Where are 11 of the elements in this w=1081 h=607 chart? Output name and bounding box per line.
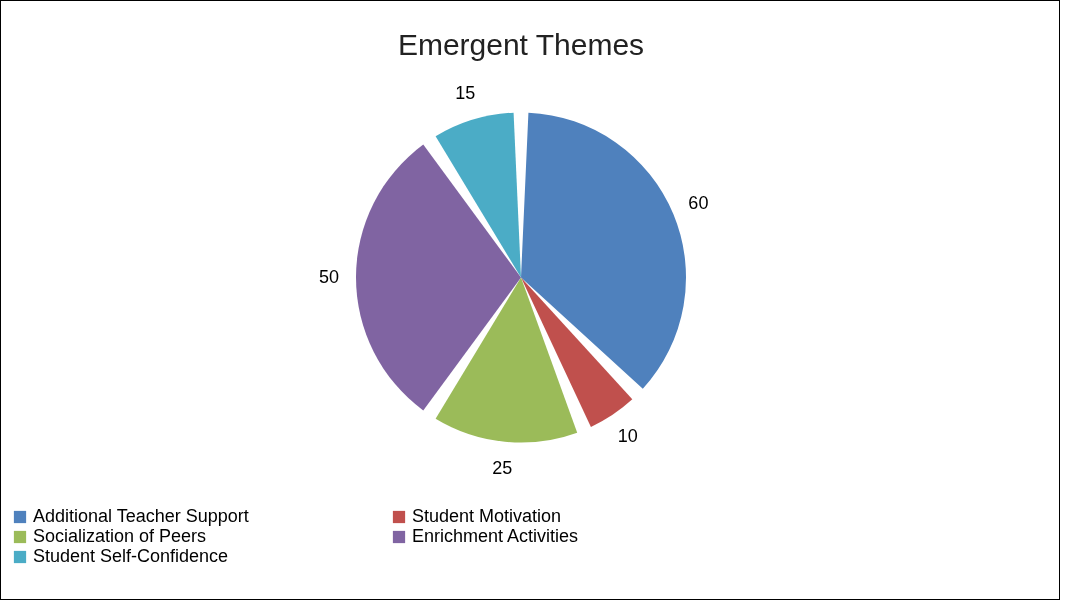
- data-label: 25: [492, 457, 513, 478]
- legend-label: Student Self-Confidence: [33, 546, 229, 566]
- chart-title: Emergent Themes: [397, 28, 645, 61]
- legend-label: Additional Teacher Support: [33, 506, 249, 526]
- legend-label: Socialization of Peers: [33, 526, 207, 546]
- data-label: 10: [617, 426, 638, 447]
- data-label: 15: [455, 82, 476, 103]
- data-label: 50: [318, 266, 340, 287]
- legend-label: Student Motivation: [412, 506, 562, 526]
- legend-label: Enrichment Activities: [412, 526, 579, 546]
- data-label: 60: [688, 193, 709, 214]
